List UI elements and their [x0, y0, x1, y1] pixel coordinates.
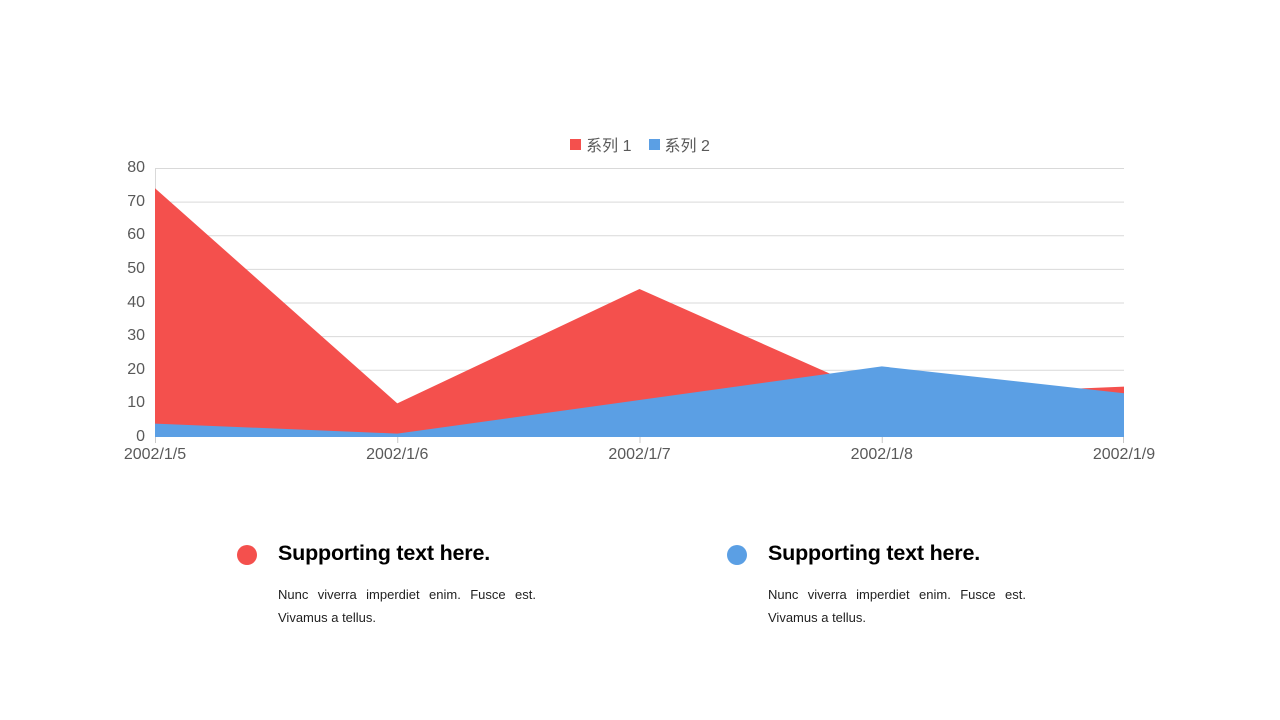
y-axis-label-70: 70	[127, 192, 145, 210]
y-axis-label-30: 30	[127, 327, 145, 345]
legend-item-series-2: 系列 2	[648, 132, 710, 156]
legend-label-series-1: 系列 1	[586, 138, 632, 155]
series-area-2	[155, 366, 1124, 437]
series-2-swatch-icon	[648, 138, 660, 150]
series-area-1	[155, 188, 1124, 437]
legend-label-series-2: 系列 2	[664, 138, 710, 155]
area-chart-plot	[155, 168, 1124, 443]
x-axis-label-2: 2002/1/6	[366, 446, 429, 463]
x-axis-label-5: 2002/1/9	[1092, 446, 1156, 463]
blue-bullet-circle-icon	[727, 545, 747, 565]
y-axis-label-60: 60	[127, 226, 145, 244]
y-axis-label-80: 80	[127, 159, 145, 176]
supporting-title-1: Supporting text here.	[278, 541, 491, 565]
supporting-body-2: Nunc viverra imperdiet enim. Fusce est. …	[768, 587, 1026, 625]
chart-legend: 系列 1 系列 2	[0, 132, 1280, 156]
red-bullet-circle-icon	[237, 545, 257, 565]
x-axis-label-4: 2002/1/8	[850, 446, 913, 463]
supporting-body-1: Nunc viverra imperdiet enim. Fusce est. …	[278, 587, 536, 625]
y-axis-label-10: 10	[127, 394, 145, 412]
y-axis-label-40: 40	[127, 293, 145, 311]
x-axis-label-3: 2002/1/7	[608, 446, 671, 463]
series-1-swatch-icon	[570, 138, 582, 150]
supporting-title-2: Supporting text here.	[768, 541, 981, 565]
y-axis-label-20: 20	[127, 360, 145, 378]
y-axis-label-0: 0	[136, 428, 145, 445]
y-axis-label-50: 50	[127, 259, 145, 277]
legend-item-series-1: 系列 1	[570, 132, 632, 156]
x-axis-label-1: 2002/1/5	[123, 446, 187, 463]
